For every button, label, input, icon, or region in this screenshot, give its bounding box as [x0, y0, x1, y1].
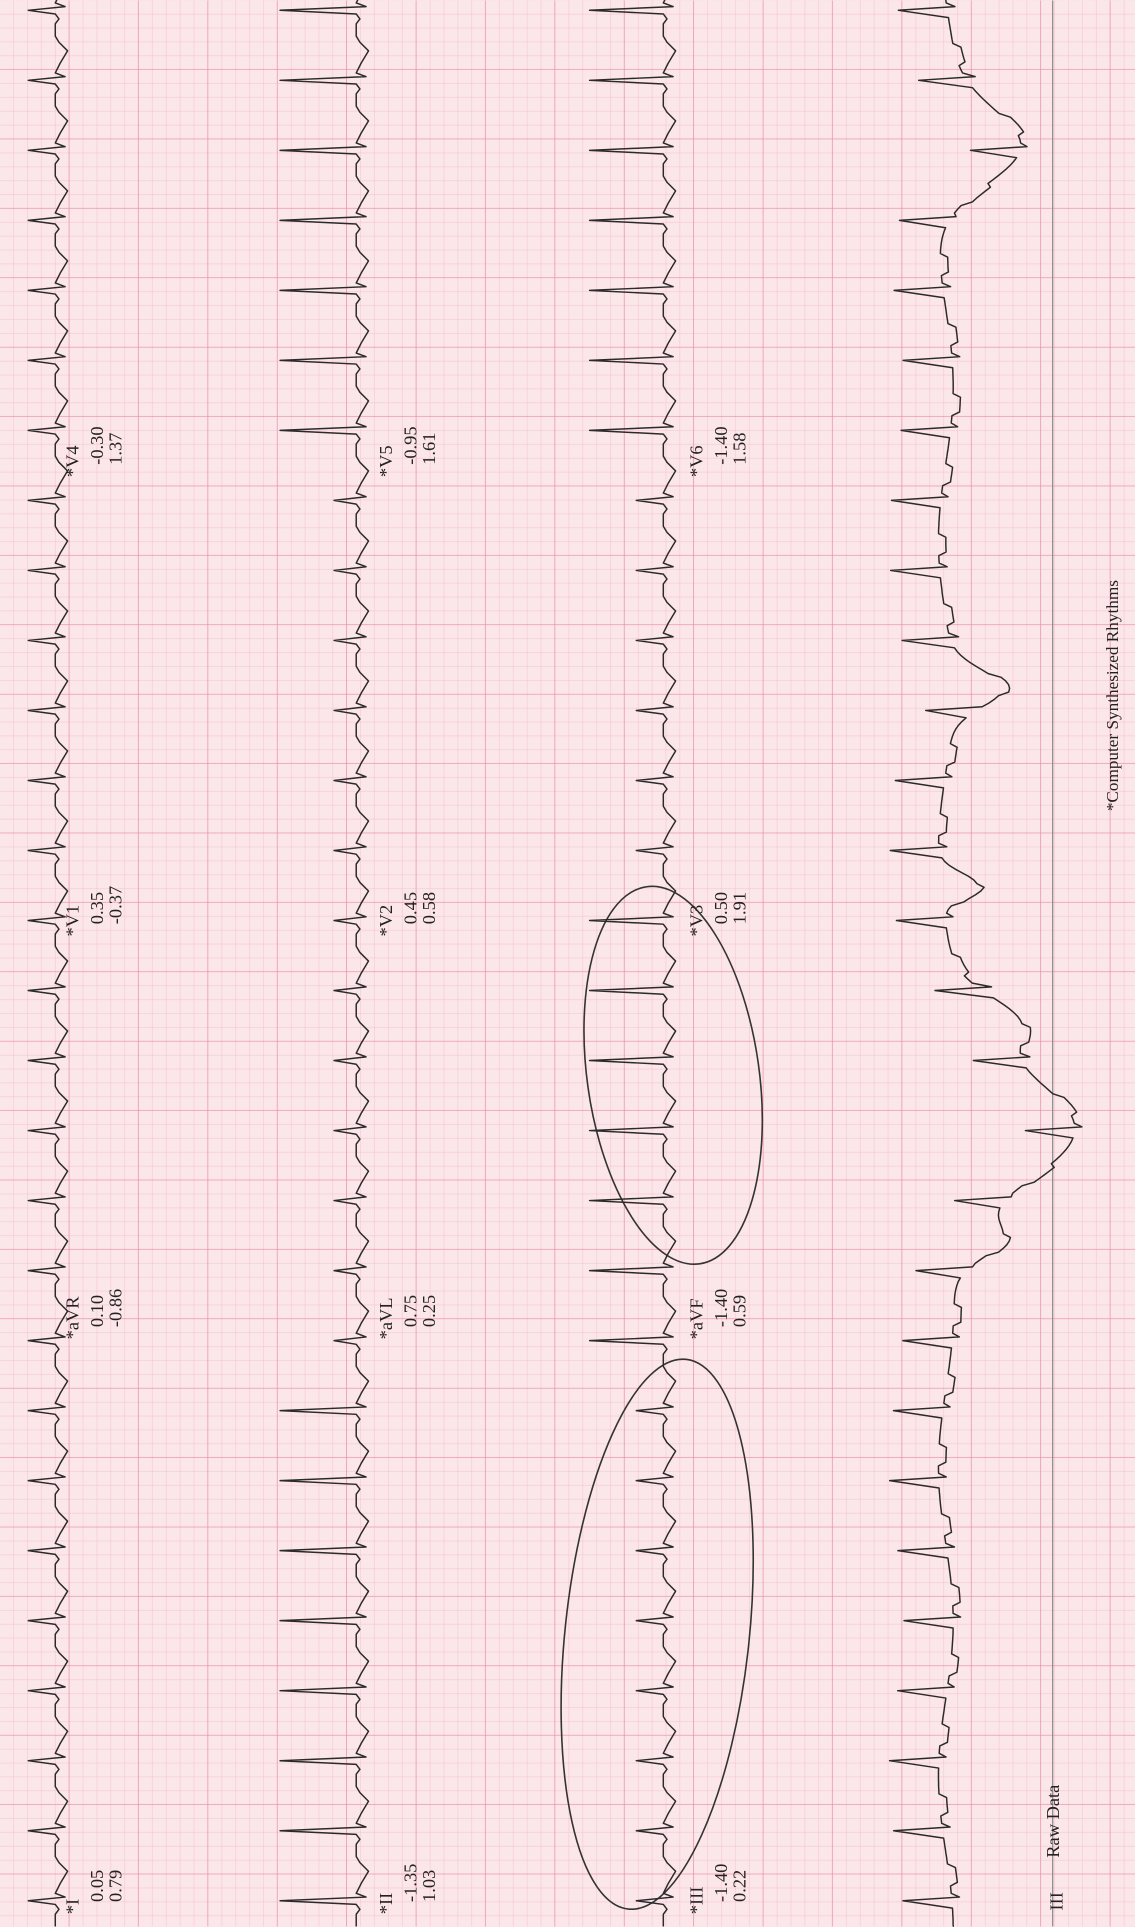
- lead-measure: 0.22: [730, 1870, 750, 1902]
- lead-measure: 0.59: [730, 1295, 750, 1327]
- lead-name: *aVL: [376, 1297, 396, 1339]
- lead-name: *V1: [63, 905, 83, 937]
- lead-name: *V3: [687, 905, 707, 937]
- lead-measure: 0.25: [419, 1295, 439, 1327]
- lead-measure: -0.30: [87, 426, 107, 464]
- lead-measure: 0.50: [711, 892, 731, 924]
- lead-measure: 1.58: [730, 433, 750, 465]
- lead-measure: 1.61: [419, 433, 439, 465]
- lead-measure: 0.75: [400, 1295, 420, 1327]
- lead-name: *aVR: [63, 1296, 83, 1340]
- lead-measure: 0.79: [106, 1870, 126, 1902]
- lead-name: *aVF: [687, 1298, 707, 1339]
- lead-measure: -1.40: [711, 1289, 731, 1327]
- footer-note: *Computer Synthesized Rhythms: [1103, 580, 1122, 811]
- lead-measure: 0.35: [87, 892, 107, 924]
- lead-name: *I: [63, 1899, 83, 1914]
- lead-measure: -1.40: [711, 1864, 731, 1902]
- lead-measure: 1.91: [730, 892, 750, 924]
- traces: [27, 0, 1083, 1927]
- lead-name: *II: [376, 1893, 396, 1914]
- ecg-trace: [27, 0, 69, 1927]
- lead-measure: -0.86: [106, 1289, 126, 1327]
- lead-name: *V5: [376, 445, 396, 477]
- hand-circle: [560, 1358, 755, 1911]
- lead-labels: *I0.050.79*aVR 0.10-0.86*V1 0.35-0.37*V4 -0…: [63, 426, 750, 1914]
- lead-name: *V4: [63, 445, 83, 477]
- rhythm-caption: Raw Data: [1043, 1785, 1063, 1858]
- lead-measure: -0.95: [400, 426, 420, 464]
- lead-measure: 0.10: [87, 1295, 107, 1327]
- lead-measure: -1.40: [711, 426, 731, 464]
- ecg-trace: [588, 0, 677, 1927]
- lead-measure: -1.35: [400, 1864, 420, 1902]
- hand-circle: [583, 885, 764, 1266]
- lead-name: *III: [687, 1887, 707, 1915]
- lead-measure: 0.58: [419, 892, 439, 924]
- lead-name: *V2: [376, 905, 396, 937]
- lead-measure: 1.37: [106, 433, 126, 465]
- rhythm-trace: [888, 0, 1083, 1927]
- lead-measure: -0.37: [106, 886, 126, 924]
- lead-measure: 0.05: [87, 1870, 107, 1902]
- rhythm-label: III: [1047, 1892, 1067, 1910]
- lead-measure: 0.45: [400, 892, 420, 924]
- lead-measure: 1.03: [419, 1870, 439, 1902]
- ecg-trace: [279, 0, 370, 1927]
- lead-name: *V6: [687, 445, 707, 477]
